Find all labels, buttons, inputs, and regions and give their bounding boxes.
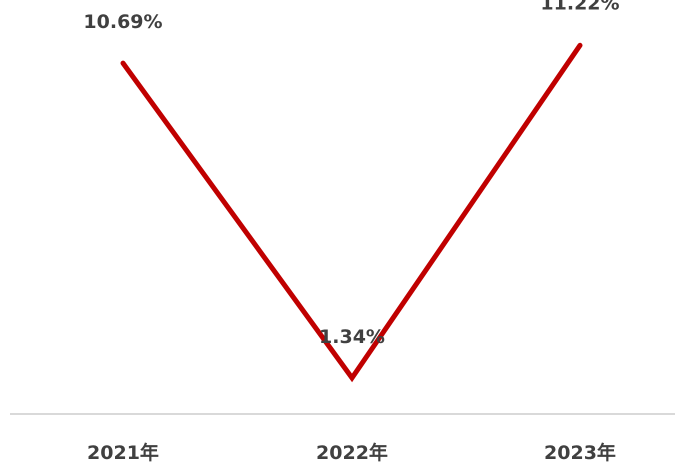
x-tick-label-1: 2022年 — [316, 441, 388, 464]
data-label-1: 1.34% — [319, 326, 385, 348]
data-label-2: 11.22% — [540, 0, 619, 14]
x-tick-label-2: 2023年 — [544, 441, 616, 464]
series-line — [120, 42, 583, 383]
x-tick-labels: 2021年 2022年 2023年 — [87, 441, 616, 464]
data-labels: 10.69% 1.34% 11.22% — [83, 0, 619, 348]
x-tick-label-0: 2021年 — [87, 441, 159, 464]
data-label-0: 10.69% — [83, 11, 162, 33]
